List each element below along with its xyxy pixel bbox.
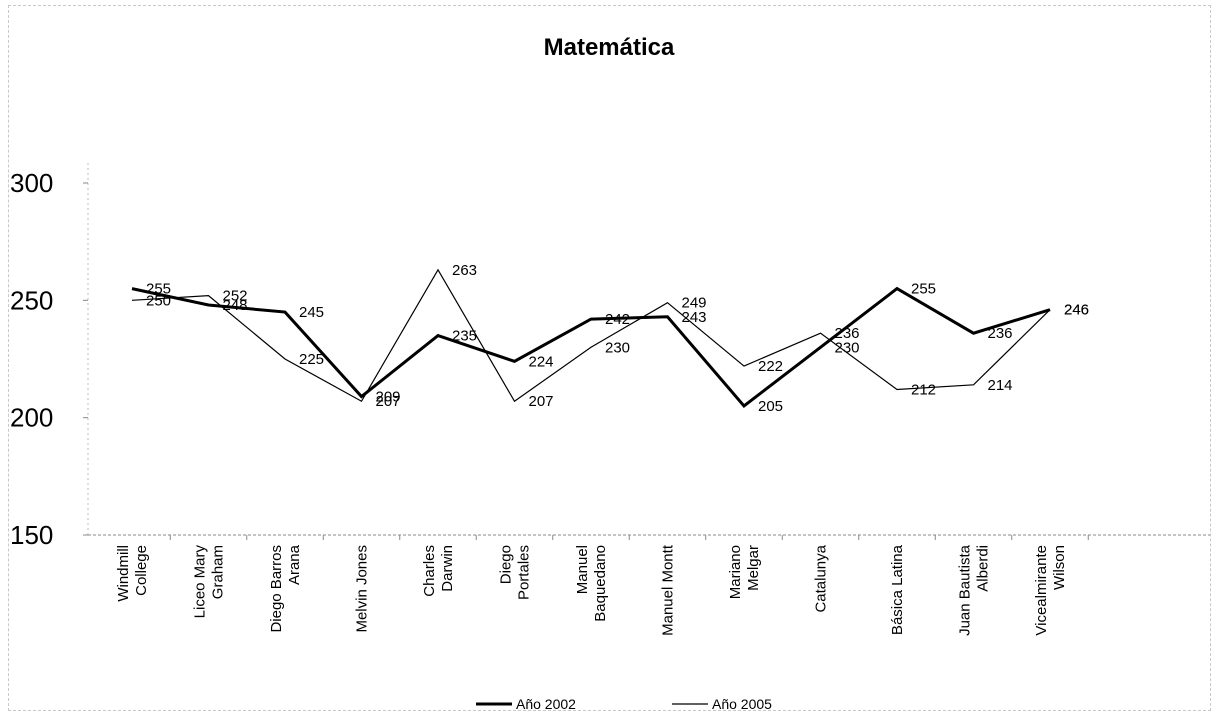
data-label: 207 [376,393,401,410]
x-axis-ticks: Windmill College Liceo Mary Graham Diego Bar… [115,535,1089,636]
data-label: 230 [835,339,860,356]
x-tick-label: Manuel Montt [660,544,677,636]
x-tick-label: Diego Portales [498,545,533,600]
data-label: 249 [682,295,707,312]
x-tick-label: Liceo Mary Graham [192,545,227,619]
x-tick-label-line: Melvin Jones [354,545,371,633]
series-line-2 [131,268,1051,403]
data-label: 236 [835,325,860,342]
y-tick-label: 250 [10,285,53,315]
data-label: 246 [1064,302,1089,319]
x-tick-label-line: Melgar [745,545,762,591]
x-tick-label: Charles Darwin [421,545,456,597]
x-tick-label-line: Portales [516,545,533,600]
x-tick-label: Vicealmirante Wilson [1033,545,1068,636]
data-label: 225 [299,351,324,368]
data-label: 243 [682,309,707,326]
data-label: 250 [146,292,171,309]
x-tick-label-line: College [133,545,150,596]
series-lines [131,268,1051,408]
x-tick-label-line: Diego Barros [268,545,285,633]
y-axis-ticks: 150 200 250 300 [10,168,88,550]
x-tick-label-line: Baquedano [592,545,609,622]
x-tick-label: Windmill College [115,545,150,602]
x-tick-label-line: Liceo Mary [192,545,209,619]
data-label: 263 [452,262,477,279]
data-label: 209 [376,389,401,406]
data-label: 255 [146,281,171,298]
x-tick-label-line: Manuel [574,545,591,594]
data-label: 224 [529,353,554,370]
data-label: 236 [988,325,1013,342]
x-tick-label-line: Básica Latina [889,544,906,635]
x-tick-label-line: Manuel Montt [660,544,677,636]
data-label: 222 [758,358,783,375]
x-tick-label-line: Arana [286,544,303,585]
data-label: 214 [988,377,1013,394]
y-tick-label: 300 [10,168,53,198]
x-tick-label-line: Darwin [439,545,456,592]
data-label: 207 [529,393,554,410]
x-tick-label-line: Charles [421,545,438,597]
x-tick-label-line: Windmill [115,545,132,602]
data-label: 248 [223,297,248,314]
data-label: 230 [605,339,630,356]
x-tick-label: Básica Latina [889,544,906,635]
legend-label: Año 2002 [516,696,576,712]
data-labels: 255 248 245 209 235 224 242 243 205 230 255 236 246 2… [146,262,1089,415]
x-tick-label-line: Juan Bautista [957,544,974,636]
x-tick-label-line: Mariano [727,545,744,599]
x-tick-label-line: Vicealmirante [1033,545,1050,636]
data-label: 212 [911,382,936,399]
y-tick-label: 200 [10,403,53,433]
x-tick-label-line: Graham [210,545,227,599]
x-tick-label-line: Catalunya [813,544,830,612]
data-label: 205 [758,398,783,415]
x-tick-label: Juan Bautista Alberdi [957,544,992,636]
chart-title: Matemática [544,34,675,61]
x-tick-label-line: Alberdi [975,545,992,592]
x-tick-label: Manuel Baquedano [574,545,609,622]
x-tick-label-line: Wilson [1051,545,1068,590]
data-label: 245 [299,304,324,321]
x-tick-label: Catalunya [813,544,830,612]
x-tick-label: Melvin Jones [354,545,371,633]
x-tick-label: Diego Barros Arana [268,544,303,632]
x-tick-label: Mariano Melgar [727,545,762,599]
legend-label: Año 2005 [712,696,772,712]
data-label: 242 [605,311,630,328]
data-label: 246 [1064,302,1089,319]
series-line-1 [131,286,1051,408]
data-label: 255 [911,281,936,298]
data-label: 235 [452,328,477,345]
legend: Año 2002 Año 2005 [476,696,772,712]
y-tick-label: 150 [10,520,53,550]
x-tick-label-line: Diego [498,545,515,584]
axes [87,163,1212,536]
data-label: 252 [223,288,248,305]
